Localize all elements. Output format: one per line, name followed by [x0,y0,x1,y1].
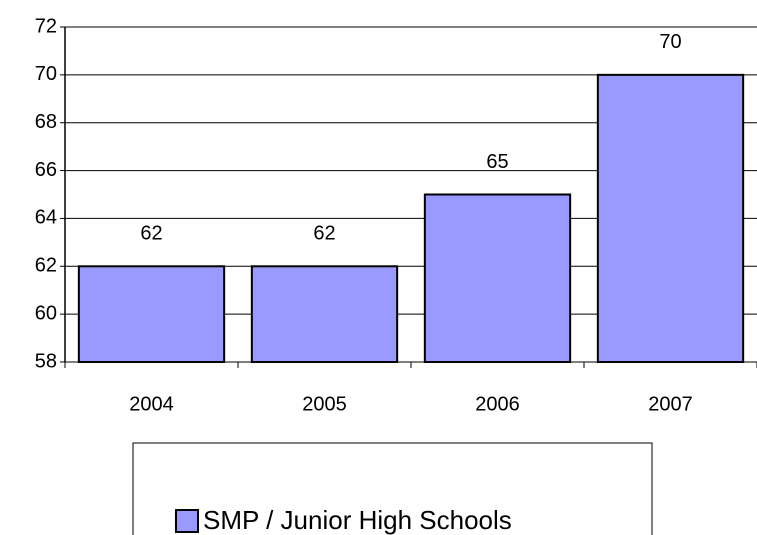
y-tick-label: 60 [35,302,57,324]
value-label: 70 [659,31,681,53]
y-tick-label: 58 [35,350,57,372]
bar [77,265,226,363]
y-tick-label: 70 [35,63,57,85]
x-tick-label: 2007 [648,393,693,415]
legend-swatch [175,509,199,533]
x-tick-label: 2005 [302,393,347,415]
x-tick-label: 2006 [475,393,520,415]
bar [596,73,745,363]
bar [423,193,572,363]
y-tick-label: 72 [35,15,57,37]
y-tick-label: 64 [35,207,57,229]
y-tick-label: 66 [35,159,57,181]
y-tick-label: 62 [35,255,57,277]
value-label: 62 [140,223,162,245]
bar [250,265,399,363]
y-tick-label: 68 [35,111,57,133]
value-label: 62 [313,223,335,245]
x-tick-label: 2004 [129,393,174,415]
legend-label: SMP / Junior High Schools [203,505,512,535]
legend-box [132,442,653,535]
value-label: 65 [486,151,508,173]
